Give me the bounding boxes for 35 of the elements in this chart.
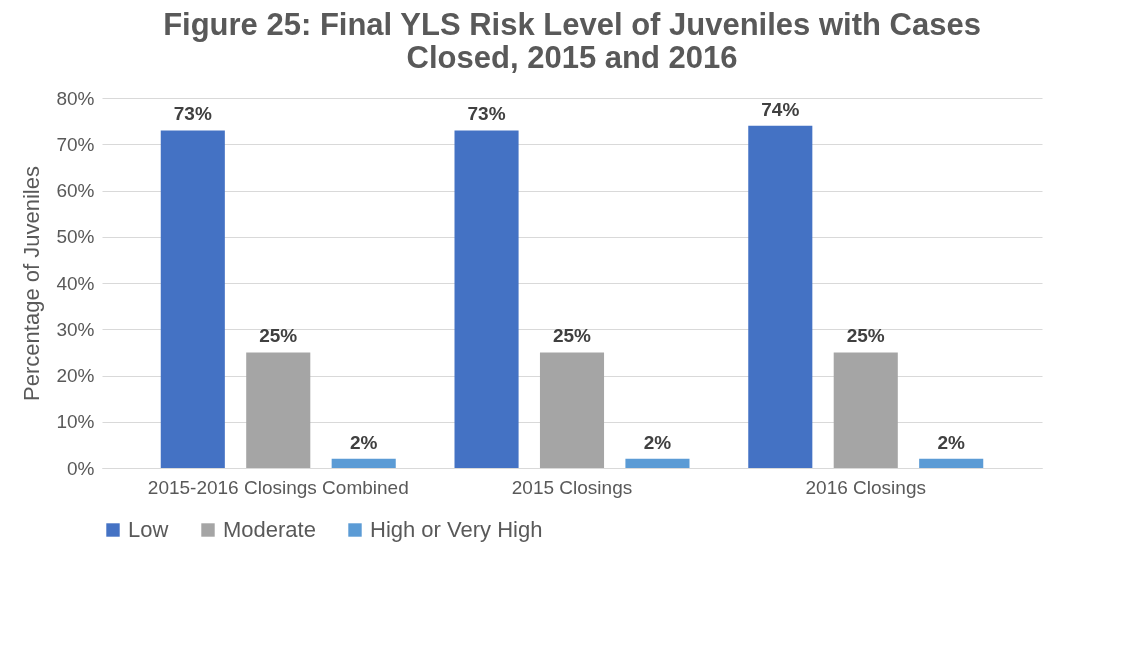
y-tick-label: 10% [56, 411, 95, 433]
bar [748, 125, 813, 468]
x-tick-label: 2015-2016 Closings Combined [147, 476, 409, 498]
y-tick-label: 30% [56, 318, 95, 340]
data-label: 2% [349, 431, 378, 453]
x-tick-label: 2016 Closings [805, 476, 926, 498]
data-label: 73% [467, 103, 506, 125]
bar [246, 352, 311, 468]
bar [833, 352, 898, 468]
y-tick-label: 80% [56, 87, 95, 109]
bar [625, 458, 690, 468]
data-label: 2% [937, 431, 966, 453]
chart-title: Figure 25: Final YLS Risk Level of Juveniles with Cases Closed, 2015 and 2016 [163, 7, 981, 75]
legend-label: Moderate [223, 517, 316, 542]
data-label: 73% [173, 103, 212, 125]
bar [331, 458, 396, 468]
x-tick-label: 2015 Closings [511, 476, 633, 498]
bar [454, 130, 519, 468]
legend-label: Low [128, 517, 169, 542]
y-tick-label: 40% [56, 272, 95, 294]
data-label: 74% [761, 98, 800, 120]
y-tick-label: 50% [56, 226, 95, 248]
y-tick-label: 20% [56, 365, 95, 386]
y-tick-label: 60% [56, 180, 95, 201]
data-label: 25% [552, 325, 592, 347]
y-tick-label: 0% [67, 457, 95, 479]
bar [539, 352, 605, 468]
y-axis-title: Percentage of Juveniles [19, 166, 45, 401]
y-tick-label: 70% [56, 133, 95, 155]
data-label: 25% [259, 325, 298, 347]
data-label: 2% [643, 431, 672, 453]
legend-label: High or Very High [370, 517, 543, 542]
bar [919, 458, 984, 468]
bar [160, 130, 225, 468]
data-label: 25% [846, 325, 885, 347]
